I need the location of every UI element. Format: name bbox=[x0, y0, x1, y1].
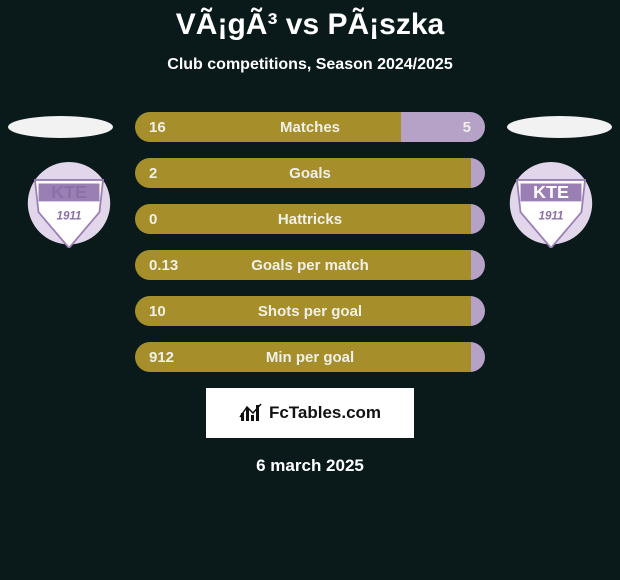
stat-bar-right bbox=[471, 204, 485, 234]
stat-value-left: 912 bbox=[149, 349, 174, 366]
stat-row: 0Hattricks bbox=[135, 204, 485, 234]
stat-bar-right bbox=[471, 250, 485, 280]
player-oval-right bbox=[507, 116, 612, 138]
stat-row: 2Goals bbox=[135, 158, 485, 188]
stat-bar-left: 912 bbox=[135, 342, 471, 372]
stat-bar-right bbox=[471, 342, 485, 372]
fctables-text: FcTables.com bbox=[269, 403, 381, 423]
stat-bar-left: 16 bbox=[135, 112, 401, 142]
comparison-panel: KTE 1911 KTE 1911 165Matches2Goals0Hattr… bbox=[0, 112, 620, 476]
fctables-icon bbox=[239, 403, 265, 423]
date-text: 6 march 2025 bbox=[0, 456, 620, 476]
badge-left-text: KTE bbox=[51, 182, 87, 202]
club-badge-right: KTE 1911 bbox=[506, 162, 596, 248]
page-title: VÃ¡gÃ³ vs PÃ¡szka bbox=[0, 0, 620, 42]
player-oval-left bbox=[8, 116, 113, 138]
subtitle: Club competitions, Season 2024/2025 bbox=[0, 56, 620, 74]
badge-right-text: KTE bbox=[533, 182, 569, 202]
stat-bar-right bbox=[471, 296, 485, 326]
stat-bar-left: 0 bbox=[135, 204, 471, 234]
stat-value-left: 0 bbox=[149, 211, 157, 228]
stat-bar-right: 5 bbox=[401, 112, 485, 142]
stat-bar-left: 2 bbox=[135, 158, 471, 188]
club-badge-left: KTE 1911 bbox=[24, 162, 114, 248]
stat-value-left: 0.13 bbox=[149, 257, 178, 274]
stat-row: 0.13Goals per match bbox=[135, 250, 485, 280]
badge-left-year: 1911 bbox=[56, 209, 81, 222]
stat-bars: 165Matches2Goals0Hattricks0.13Goals per … bbox=[135, 112, 485, 372]
stat-bar-right bbox=[471, 158, 485, 188]
stat-row: 165Matches bbox=[135, 112, 485, 142]
stat-bar-left: 0.13 bbox=[135, 250, 471, 280]
stat-value-left: 16 bbox=[149, 119, 166, 136]
fctables-watermark: FcTables.com bbox=[206, 388, 414, 438]
stat-value-left: 2 bbox=[149, 165, 157, 182]
stat-row: 912Min per goal bbox=[135, 342, 485, 372]
badge-right-year: 1911 bbox=[539, 209, 564, 222]
stat-value-right: 5 bbox=[463, 119, 471, 136]
stat-row: 10Shots per goal bbox=[135, 296, 485, 326]
stat-value-left: 10 bbox=[149, 303, 166, 320]
stat-bar-left: 10 bbox=[135, 296, 471, 326]
